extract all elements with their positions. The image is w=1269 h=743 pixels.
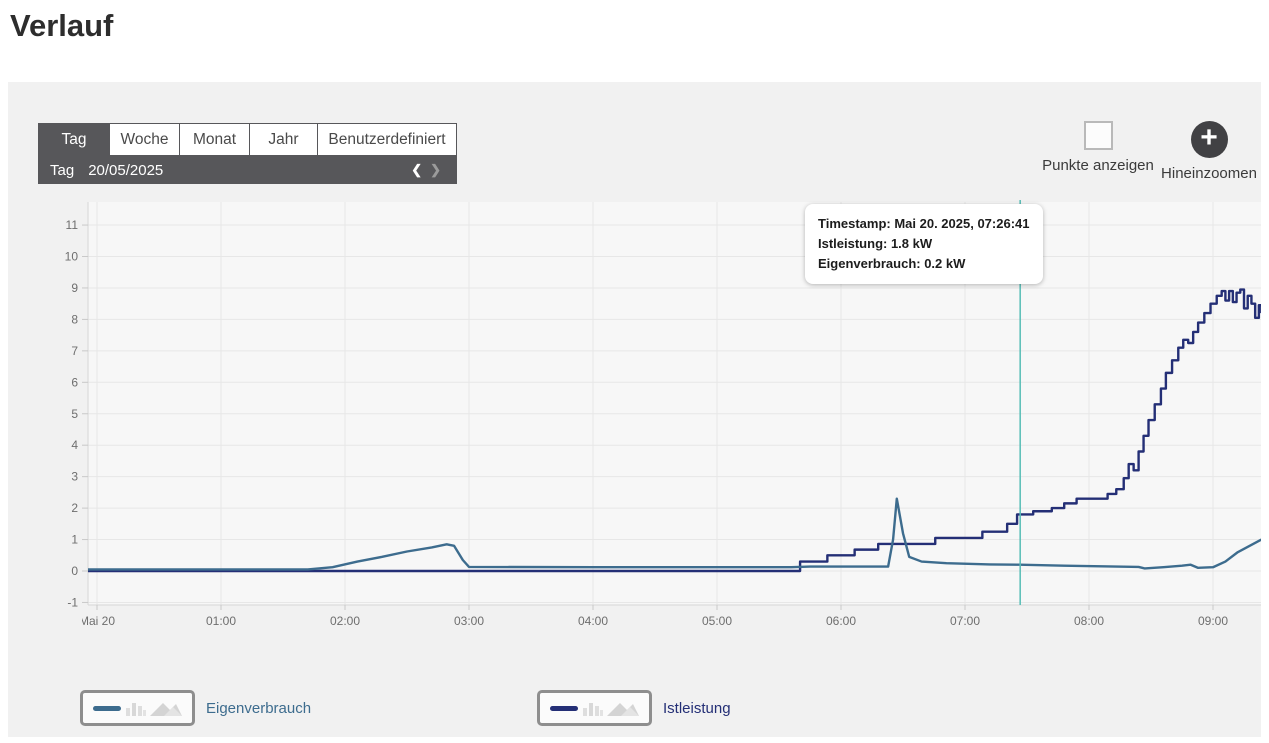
show-points-control: Punkte anzeigen <box>1036 121 1160 174</box>
x-tick-label: 02:00 <box>330 614 360 628</box>
x-tick-label: 01:00 <box>206 614 236 628</box>
history-panel: Tag Woche Monat Jahr Benutzerdefiniert T… <box>8 82 1261 737</box>
plot-background[interactable] <box>88 202 1261 605</box>
x-tick-label: 03:00 <box>454 614 484 628</box>
x-tick-label: 09:00 <box>1198 614 1228 628</box>
chart-area[interactable]: -1 0 1 2 3 4 5 6 7 8 9 10 11 Mai 20 01:00 02:00 03:00 04:… <box>8 197 1261 637</box>
x-tick-label: 05:00 <box>702 614 732 628</box>
legend-item-eigenverbrauch[interactable]: Eigenverbrauch <box>80 690 311 726</box>
tab-monat[interactable]: Monat <box>180 123 250 156</box>
next-day-icon[interactable]: ❯ <box>430 162 441 177</box>
y-tick-label: 4 <box>71 438 78 452</box>
chart-svg: -1 0 1 2 3 4 5 6 7 8 9 10 11 Mai 20 01:00 02:00 03:00 04:… <box>65 200 1261 628</box>
bar-chart-icon <box>125 703 146 716</box>
chart-tooltip: Timestamp: Mai 20. 2025, 07:26:41 Istlei… <box>805 204 1043 284</box>
tab-jahr[interactable]: Jahr <box>250 123 318 156</box>
y-tick-label: 10 <box>65 250 79 264</box>
date-mode-label: Tag <box>50 161 75 179</box>
y-tick-label: 6 <box>71 375 78 389</box>
selected-date: 20/05/2025 <box>88 161 164 179</box>
y-tick-label: 2 <box>71 501 78 515</box>
series-line-istleistung <box>88 288 1261 573</box>
series-line-eigenverbrauch <box>88 497 1261 571</box>
x-tick-label: 07:00 <box>950 614 980 628</box>
zoom-in-label: Hineinzoomen <box>1161 165 1257 182</box>
x-tick-label: 06:00 <box>826 614 856 628</box>
legend-label-eigenverbrauch: Eigenverbrauch <box>206 699 312 717</box>
page-title: Verlauf <box>10 8 114 43</box>
plus-icon: + <box>1200 121 1218 154</box>
legend-label-istleistung: Istleistung <box>663 699 731 717</box>
x-tick-label: 04:00 <box>578 614 608 628</box>
zoom-in-control: + Hineinzoomen <box>1147 121 1269 182</box>
legend-box-istleistung[interactable] <box>537 690 652 726</box>
tab-tag[interactable]: Tag <box>38 123 110 156</box>
area-chart-icon <box>150 703 183 716</box>
tooltip-timestamp: Timestamp: Mai 20. 2025, 07:26:41 <box>818 216 1030 231</box>
range-toolbar: Tag Woche Monat Jahr Benutzerdefiniert T… <box>38 123 457 184</box>
range-tabs: Tag Woche Monat Jahr Benutzerdefiniert <box>38 123 457 156</box>
date-bar: Tag 20/05/2025 ❮ ❯ <box>38 156 457 184</box>
y-tick-label: -1 <box>67 595 78 609</box>
show-points-label: Punkte anzeigen <box>1042 157 1154 174</box>
legend-item-istleistung[interactable]: Istleistung <box>537 690 731 726</box>
legend-box-eigenverbrauch[interactable] <box>80 690 195 726</box>
tooltip-istleistung: Istleistung: 1.8 kW <box>818 236 933 251</box>
tab-woche[interactable]: Woche <box>110 123 180 156</box>
tab-benutzerdefiniert[interactable]: Benutzerdefiniert <box>318 123 457 156</box>
legend-row: Eigenverbrauch Istleistung <box>8 690 1261 726</box>
y-tick-label: 11 <box>66 218 79 232</box>
y-tick-label: 5 <box>71 407 78 421</box>
line-swatch-icon <box>92 705 121 711</box>
bar-chart-icon <box>582 703 603 716</box>
y-tick-label: 8 <box>71 312 78 326</box>
line-swatch-icon <box>549 705 578 711</box>
prev-day-icon[interactable]: ❮ <box>411 162 423 177</box>
zoom-in-button[interactable]: + <box>1190 121 1228 158</box>
y-tick-label: 3 <box>71 470 78 484</box>
y-tick-label: 7 <box>71 344 78 358</box>
y-tick-label: 0 <box>71 564 78 578</box>
y-tick-label: 9 <box>71 281 78 295</box>
x-tick-label: 08:00 <box>1074 614 1104 628</box>
tooltip-eigenverbrauch: Eigenverbrauch: 0.2 kW <box>818 256 966 271</box>
x-tick-label: Mai 20 <box>79 614 115 628</box>
y-tick-label: 1 <box>71 533 78 547</box>
show-points-checkbox[interactable] <box>1083 121 1113 150</box>
area-chart-icon <box>607 703 640 716</box>
